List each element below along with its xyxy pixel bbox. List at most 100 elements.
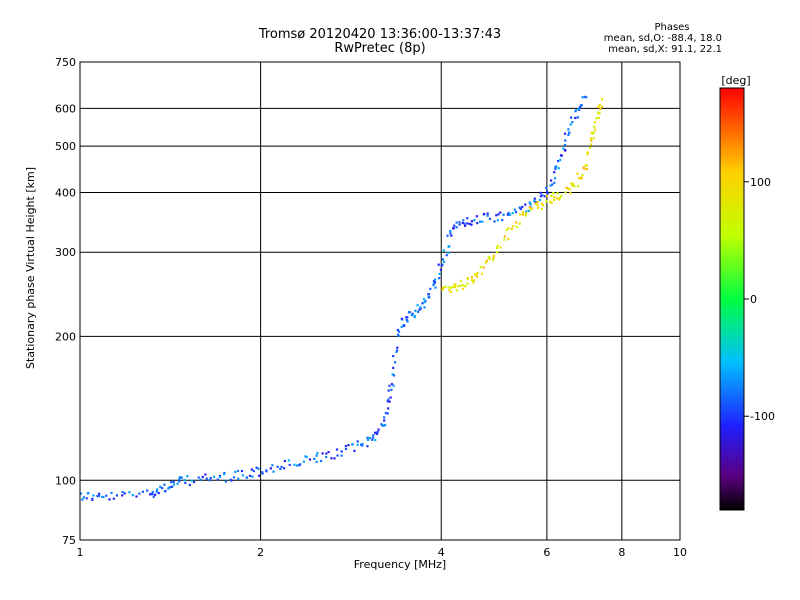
data-point xyxy=(455,289,459,292)
data-point xyxy=(550,194,553,198)
data-point xyxy=(384,423,387,427)
data-point xyxy=(550,201,553,205)
data-point xyxy=(389,396,392,399)
data-point xyxy=(327,451,330,454)
data-point xyxy=(222,473,226,476)
data-point xyxy=(518,213,522,216)
data-point xyxy=(475,215,478,218)
data-point xyxy=(595,117,598,120)
data-point xyxy=(418,308,421,311)
data-point xyxy=(204,473,207,476)
data-point xyxy=(172,483,176,486)
data-point xyxy=(556,160,560,163)
data-point xyxy=(351,443,354,446)
data-point xyxy=(464,224,467,227)
data-point xyxy=(81,498,84,501)
data-point xyxy=(319,459,323,463)
data-point xyxy=(496,244,499,247)
data-point xyxy=(209,476,212,480)
data-point xyxy=(172,480,175,484)
data-point xyxy=(208,479,211,482)
data-point xyxy=(92,494,95,497)
data-point xyxy=(581,96,584,99)
data-point xyxy=(545,194,548,197)
data-point xyxy=(567,133,570,136)
data-point xyxy=(596,111,600,114)
data-point xyxy=(330,457,333,460)
data-point xyxy=(597,116,600,120)
data-point xyxy=(558,198,561,201)
data-point xyxy=(444,285,447,288)
data-point xyxy=(536,201,539,204)
data-point xyxy=(599,107,602,111)
data-point xyxy=(507,211,510,215)
data-point xyxy=(105,494,108,497)
data-point xyxy=(388,384,391,387)
data-point xyxy=(438,272,441,275)
colorbar-tick-label: 0 xyxy=(750,293,757,306)
data-point xyxy=(371,436,375,439)
data-point xyxy=(192,481,196,484)
data-point xyxy=(356,443,359,446)
data-point xyxy=(169,486,172,489)
data-point xyxy=(564,149,567,152)
y-tick-label: 100 xyxy=(55,474,76,487)
data-point xyxy=(572,182,575,186)
x-tick-label: 4 xyxy=(438,546,445,559)
data-point xyxy=(433,281,437,284)
data-point xyxy=(511,225,515,228)
data-point xyxy=(424,300,427,303)
data-point xyxy=(569,191,572,195)
data-point xyxy=(455,226,458,229)
x-tick-label: 1 xyxy=(77,546,84,559)
data-point xyxy=(475,273,478,276)
data-point xyxy=(533,197,536,200)
data-point xyxy=(405,319,409,322)
data-point xyxy=(386,400,389,403)
data-point xyxy=(152,495,155,498)
data-point xyxy=(366,436,369,439)
data-point xyxy=(483,212,486,216)
data-point xyxy=(530,207,534,210)
x-tick-label: 10 xyxy=(673,546,687,559)
data-point xyxy=(485,259,489,262)
data-point xyxy=(186,475,189,478)
data-point xyxy=(466,277,469,280)
data-point xyxy=(392,374,396,377)
x-tick-label: 8 xyxy=(618,546,625,559)
data-point xyxy=(387,407,390,410)
data-point xyxy=(388,400,391,403)
data-point xyxy=(449,232,452,235)
plot-frame xyxy=(79,61,681,541)
data-point xyxy=(261,472,264,475)
data-point xyxy=(550,179,553,182)
data-point xyxy=(546,190,549,193)
data-point xyxy=(110,491,113,495)
data-point xyxy=(392,384,395,387)
data-point xyxy=(540,202,543,205)
data-point xyxy=(393,361,397,364)
data-point xyxy=(503,235,506,238)
data-point xyxy=(419,306,422,309)
data-point xyxy=(224,480,227,483)
data-point xyxy=(573,185,576,188)
data-point xyxy=(585,167,588,171)
data-point xyxy=(570,116,573,119)
data-point xyxy=(534,201,537,204)
data-point xyxy=(492,254,496,257)
data-point xyxy=(455,221,458,224)
data-point xyxy=(481,220,484,223)
data-point xyxy=(503,238,506,241)
data-point xyxy=(513,208,517,211)
y-tick-label: 300 xyxy=(55,246,76,259)
data-point xyxy=(554,165,557,169)
data-point xyxy=(551,183,554,186)
data-point xyxy=(496,219,500,222)
data-point xyxy=(432,279,436,283)
data-point xyxy=(598,112,601,115)
data-point xyxy=(554,167,557,171)
data-point xyxy=(336,454,339,457)
data-point xyxy=(536,206,540,209)
data-point xyxy=(497,213,500,216)
